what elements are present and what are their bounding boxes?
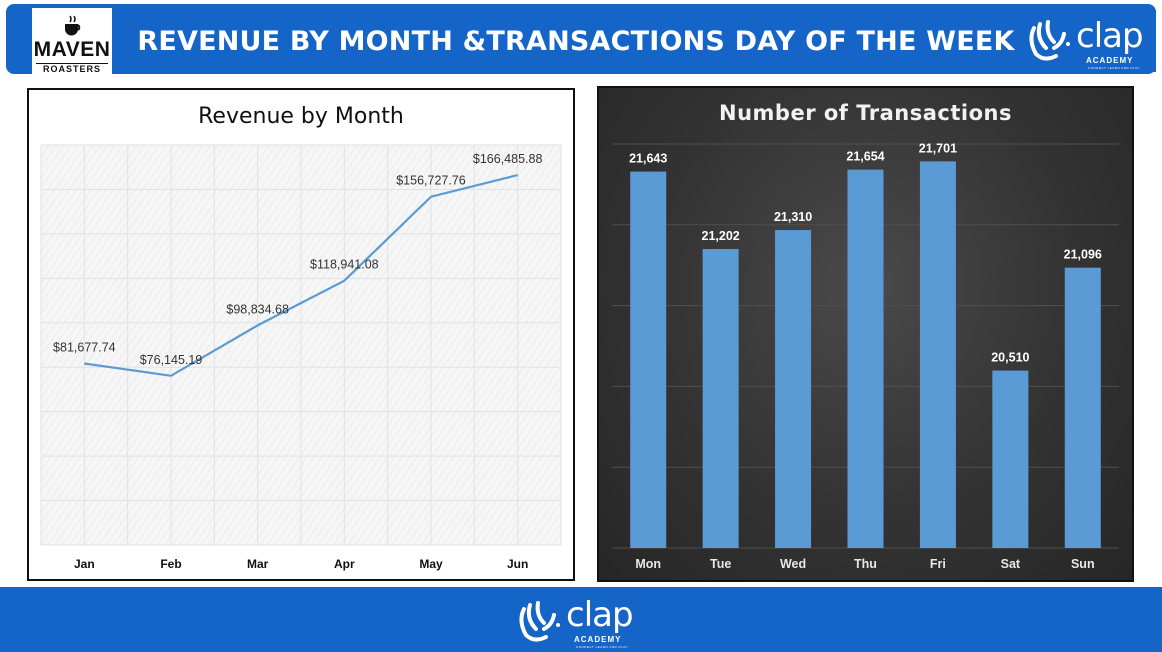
transactions-data-label: 21,310 [774,210,812,224]
revenue-data-label: $81,677.74 [53,340,116,354]
transactions-x-tick-label: Mon [635,557,661,571]
page-title: REVENUE BY MONTH &TRANSACTIONS DAY OF TH… [137,26,1015,57]
revenue-x-tick-label: May [419,557,443,571]
revenue-x-tick-label: Mar [247,557,269,571]
maven-logo-name: MAVEN [33,38,111,61]
maven-logo-sub: ROASTERS [36,63,108,74]
revenue-x-tick-label: Apr [334,557,355,571]
transactions-x-tick-label: Thu [854,557,877,571]
transactions-x-tick-label: Wed [780,557,806,571]
transactions-data-label: 21,701 [919,141,957,155]
clap-academy-logo-footer: clap ACADEMY CONNECT LEARN AND PLAY [512,595,648,649]
revenue-series-line [84,173,518,377]
revenue-data-label: $166,485.88 [473,152,543,166]
clap-academy-logo-header: clap ACADEMY CONNECT LEARN AND PLAY [1020,10,1156,72]
transactions-x-tick-label: Tue [710,557,731,571]
revenue-chart-title: Revenue by Month [198,104,404,129]
coffee-cup-icon [65,15,81,36]
revenue-x-tick-label: Jan [74,557,95,571]
transactions-chart-panel: Number of Transactions 21,643 Mon 21,202 Tu… [597,86,1134,582]
transactions-data-label: 21,096 [1064,248,1102,262]
transactions-x-tick-label: Sun [1071,557,1095,571]
transactions-x-tick-label: Sat [1001,557,1021,571]
revenue-data-label: $156,727.76 [396,174,466,188]
clap-hand-icon [519,601,560,642]
clap-logo-word: clap [1076,16,1144,56]
transactions-data-label: 21,643 [629,152,667,166]
revenue-chart-panel: Revenue by Month $81,677.74 Jan $76,145.19… [27,88,575,581]
revenue-x-tick-label: Feb [160,557,181,571]
transactions-bar [1064,267,1101,548]
transactions-bar-chart: 21,643 Mon 21,202 Tue 21,310 Wed 21,654 Thu 21,7… [612,141,1119,571]
transactions-bar [847,169,884,549]
clap-logo-tagline: CONNECT LEARN AND PLAY [576,645,628,649]
clap-logo-academy: ACADEMY [1086,56,1134,65]
transactions-bar [775,230,812,548]
clap-logo-academy: ACADEMY [574,635,622,644]
transactions-bar [992,370,1029,548]
transactions-data-label: 21,202 [702,229,740,243]
transactions-x-tick-label: Fri [930,557,946,571]
transactions-bar [702,249,739,549]
revenue-data-label: $76,145.19 [140,353,203,367]
transactions-data-label: 21,654 [846,150,884,164]
header-banner: MAVEN ROASTERS REVENUE BY MONTH &TRANSAC… [6,4,1156,76]
revenue-data-label: $118,941.08 [310,258,379,272]
transactions-bar [919,161,956,548]
revenue-x-tick-label: Jun [507,557,528,571]
transactions-chart-title: Number of Transactions [719,101,1012,125]
clap-hand-icon [1029,20,1070,61]
clap-logo-word: clap [566,595,634,635]
transactions-data-label: 20,510 [991,351,1029,365]
revenue-data-label: $98,834.68 [226,302,289,316]
transactions-bar [630,171,667,548]
revenue-line-chart: $81,677.74 Jan $76,145.19 Feb $98,834.68 Mar $… [40,144,562,571]
maven-roasters-logo: MAVEN ROASTERS [32,8,112,76]
footer-banner: clap ACADEMY CONNECT LEARN AND PLAY [0,587,1162,652]
clap-logo-tagline: CONNECT LEARN AND PLAY [1088,66,1140,70]
